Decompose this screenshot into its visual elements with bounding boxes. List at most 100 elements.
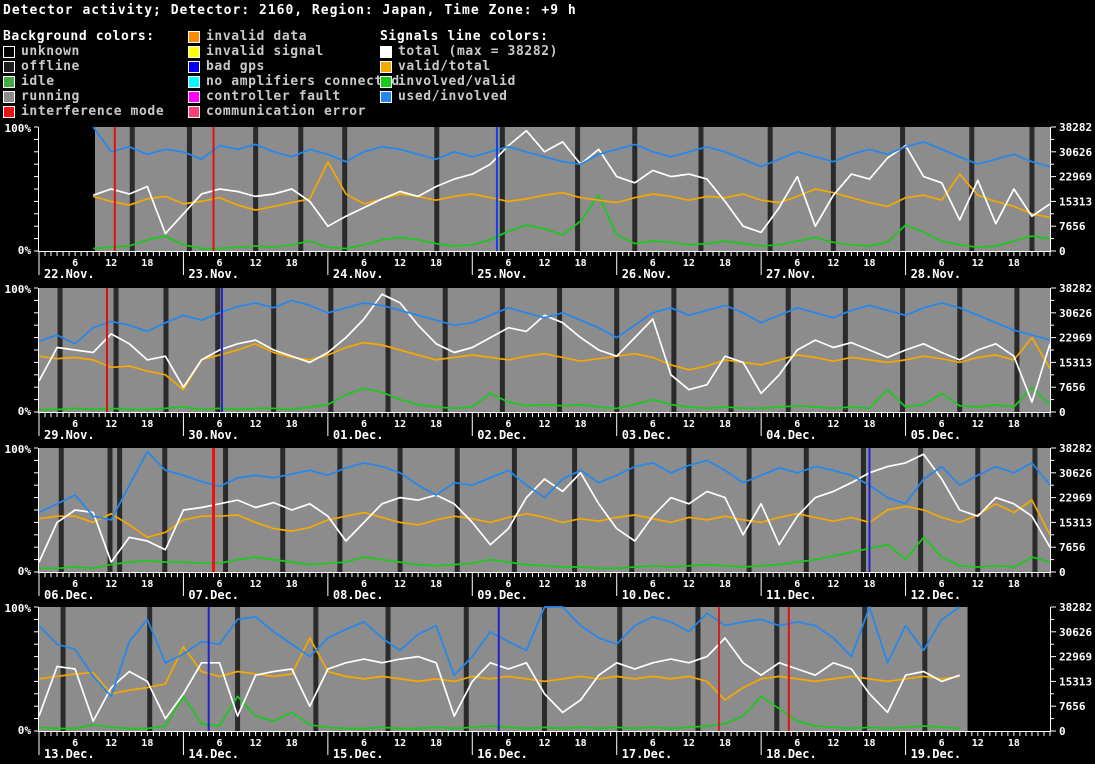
legend-line-used-involved: used/involved: [380, 89, 558, 104]
hour-label: 12: [250, 258, 262, 269]
hour-label: 12: [250, 579, 262, 590]
hour-label: 18: [141, 419, 153, 430]
hour-label: 12: [827, 738, 839, 749]
offline-bar: [830, 127, 836, 251]
date-label: 09.Dec.: [477, 588, 528, 602]
hour-label: 12: [105, 419, 117, 430]
hour-label: 6: [217, 419, 223, 430]
event-line: [868, 448, 871, 572]
hour-label: 18: [430, 419, 442, 430]
date-label: 22.Nov.: [44, 267, 95, 281]
legend-bg-interference-mode-swatch: [3, 105, 15, 118]
hour-label: 12: [827, 258, 839, 269]
offline-bar: [57, 288, 63, 412]
right-axis-label: 0: [1059, 725, 1066, 738]
offline-bar: [60, 607, 66, 731]
offline-bar: [862, 607, 868, 731]
hour-label: 18: [719, 738, 731, 749]
series-valid_total: [38, 336, 1051, 391]
offline-bar: [129, 127, 135, 251]
hour-label: 6: [72, 258, 78, 269]
legend-line-colors: Signals line colors: total (max = 38282) v…: [380, 29, 558, 104]
legend-status-invalid-signal-label: invalid signal: [206, 44, 324, 59]
hour-label: 6: [361, 579, 367, 590]
hour-label: 18: [286, 738, 298, 749]
legend-status-invalid-data-label: invalid data: [206, 29, 308, 44]
hour-label: 6: [505, 738, 511, 749]
left-axis-min-label: 0%: [18, 244, 32, 257]
page-title: Detector activity; Detector: 2160, Regio…: [3, 3, 577, 18]
hour-label: 6: [650, 738, 656, 749]
left-axis-max-label: 100%: [5, 122, 32, 135]
hour-label: 12: [683, 738, 695, 749]
hour-label: 6: [361, 419, 367, 430]
offline-bar: [58, 448, 64, 572]
offline-bar: [1014, 288, 1020, 412]
legend-status-no-amplifiers-connected-swatch: [188, 75, 200, 88]
hour-label: 12: [250, 419, 262, 430]
date-label: 14.Dec.: [188, 747, 239, 761]
date-label: 18.Dec.: [766, 747, 817, 761]
chart-row-4: 100% 0% 38282 30626 22969 15313 7656 0 6 12 18 13.D…: [5, 601, 1093, 761]
legend-bg-offline-swatch: [3, 60, 15, 73]
hour-label: 18: [141, 579, 153, 590]
event-line: [497, 607, 500, 731]
offline-bar: [860, 448, 866, 572]
hour-label: 6: [650, 258, 656, 269]
offline-bar: [671, 288, 677, 412]
date-label: 05.Dec.: [911, 428, 962, 442]
hour-label: 12: [105, 738, 117, 749]
legend-line-used-involved-swatch: [380, 90, 392, 103]
hour-label: 6: [505, 258, 511, 269]
running-background: [39, 607, 968, 731]
date-label: 16.Dec.: [477, 747, 528, 761]
legend-status-invalid-signal-swatch: [188, 45, 200, 58]
offline-bar: [463, 607, 469, 731]
hour-label: 12: [683, 579, 695, 590]
hour-label: 18: [1008, 419, 1020, 430]
hour-label: 6: [794, 419, 800, 430]
running-background: [94, 127, 1051, 251]
offline-bar: [1032, 448, 1038, 572]
legend-lines-header: Signals line colors:: [380, 29, 558, 44]
date-label: 30.Nov.: [188, 428, 239, 442]
right-axis-label: 15313: [1059, 516, 1092, 529]
offline-bar: [186, 127, 192, 251]
right-axis-label: 15313: [1059, 356, 1092, 369]
date-label: 23.Nov.: [188, 267, 239, 281]
legend-status-invalid-data: invalid data: [188, 29, 400, 44]
event-line: [220, 288, 223, 412]
hour-label: 12: [105, 258, 117, 269]
date-label: 06.Dec.: [44, 588, 95, 602]
offline-bar: [842, 288, 848, 412]
left-axis-max-label: 100%: [5, 283, 32, 296]
offline-bar: [686, 448, 692, 572]
legend-status-bad-gps-label: bad gps: [206, 59, 265, 74]
hour-label: 18: [575, 419, 587, 430]
legend-line-total-swatch: [380, 45, 392, 58]
hour-label: 12: [972, 738, 984, 749]
hour-label: 18: [286, 579, 298, 590]
series-involved_valid: [39, 536, 1051, 570]
series-used_involved: [38, 450, 1051, 521]
offline-bar: [313, 607, 319, 731]
date-label: 26.Nov.: [622, 267, 673, 281]
date-label: 19.Dec.: [911, 747, 962, 761]
right-axis-label: 0: [1059, 245, 1066, 258]
offline-bar: [767, 127, 773, 251]
offline-bar: [442, 288, 448, 412]
right-axis-label: 15313: [1059, 675, 1092, 688]
hour-label: 18: [1008, 579, 1020, 590]
offline-bar: [280, 448, 286, 572]
legend-status-no-amplifiers-connected-label: no amplifiers connected: [206, 74, 400, 89]
legend-lines-header-label: Signals line colors:: [380, 29, 549, 44]
date-label: 02.Dec.: [477, 428, 528, 442]
offline-bar: [746, 448, 752, 572]
right-axis-label: 22969: [1059, 332, 1092, 345]
legend-line-used-involved-label: used/involved: [398, 89, 508, 104]
hour-label: 6: [505, 579, 511, 590]
legend-status-communication-error-swatch: [188, 105, 200, 118]
hour-label: 6: [505, 419, 511, 430]
hour-label: 6: [939, 738, 945, 749]
